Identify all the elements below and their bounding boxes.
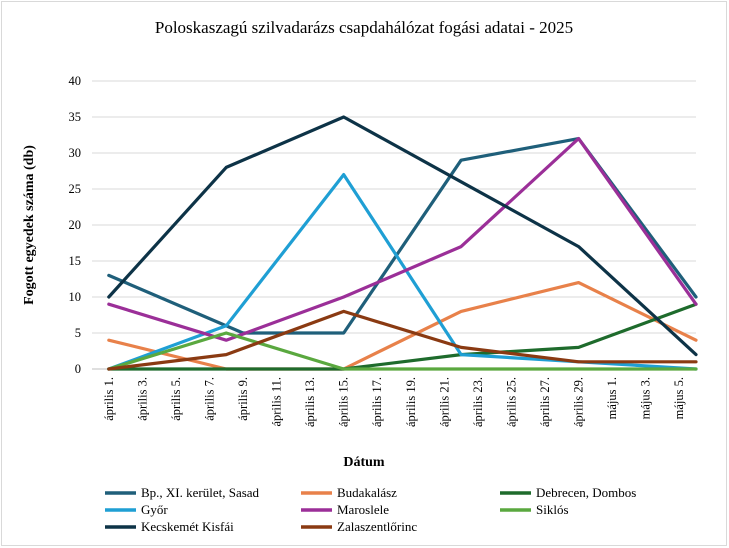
x-tick-label: április 17.: [370, 377, 384, 427]
y-tick-label: 15: [69, 254, 82, 268]
y-tick-label: 10: [69, 290, 82, 304]
legend-label: Budakalász: [337, 485, 397, 500]
y-tick-label: 35: [69, 110, 82, 124]
legend-label: Kecskemét Kisfái: [141, 519, 234, 534]
y-axis-label: Fogott egyedek száma (db): [22, 145, 37, 305]
series-line-1: [107, 281, 698, 371]
x-tick-label: április 5.: [169, 377, 183, 421]
series-line-7: [107, 309, 698, 371]
series-lines: [107, 115, 698, 371]
legend-label: Győr: [141, 502, 168, 517]
x-tick-label: április 15.: [337, 377, 351, 427]
x-tick-label: április 25.: [504, 377, 518, 427]
y-tick-label: 40: [69, 74, 82, 88]
legend-label: Siklós: [536, 502, 569, 517]
legend-label: Maroslele: [337, 502, 389, 517]
x-axis-label: Dátum: [343, 455, 385, 470]
series-line-6: [107, 115, 698, 357]
y-tick-label: 0: [75, 362, 81, 376]
x-tick-label: április 3.: [135, 377, 149, 421]
legend-label: Zalaszentlőrinc: [337, 519, 417, 534]
x-tick-label: április 1.: [102, 377, 116, 421]
x-tick-label: május 5.: [672, 377, 686, 419]
x-tick-label: április 21.: [437, 377, 451, 427]
x-tick-label: április 27.: [538, 377, 552, 427]
legend-label: Bp., XI. kerület, Sasad: [141, 485, 260, 500]
x-tick-label: május 3.: [639, 377, 653, 419]
y-tick-label: 30: [69, 146, 82, 160]
x-tick-label: április 29.: [572, 377, 586, 427]
y-tick-label: 25: [69, 182, 82, 196]
series-line-0: [107, 137, 698, 335]
series-line-2: [107, 302, 698, 371]
x-tick-label: április 19.: [404, 377, 418, 427]
x-tick-label: május 1.: [605, 377, 619, 419]
x-tick-label: április 13.: [303, 377, 317, 427]
series-line-4: [107, 137, 698, 342]
y-axis-ticks: 0 5 10 15 20 25 30 35 40: [69, 74, 82, 376]
x-tick-label: április 9.: [236, 377, 250, 421]
x-tick-label: április 23.: [471, 377, 485, 427]
x-axis-ticks: április 1. április 3. április 5. április 7.…: [102, 377, 686, 427]
legend: Bp., XI. kerület, Sasad Budakalász Debrece…: [105, 485, 636, 534]
x-tick-label: április 11.: [270, 377, 284, 427]
x-tick-label: április 7.: [202, 377, 216, 421]
y-tick-label: 5: [75, 326, 81, 340]
y-tick-label: 20: [69, 218, 82, 232]
legend-label: Debrecen, Dombos: [536, 485, 636, 500]
series-line-5: [107, 331, 698, 371]
chart-title: Poloskaszagú szilvadarázs csapdahálózat …: [155, 18, 573, 37]
